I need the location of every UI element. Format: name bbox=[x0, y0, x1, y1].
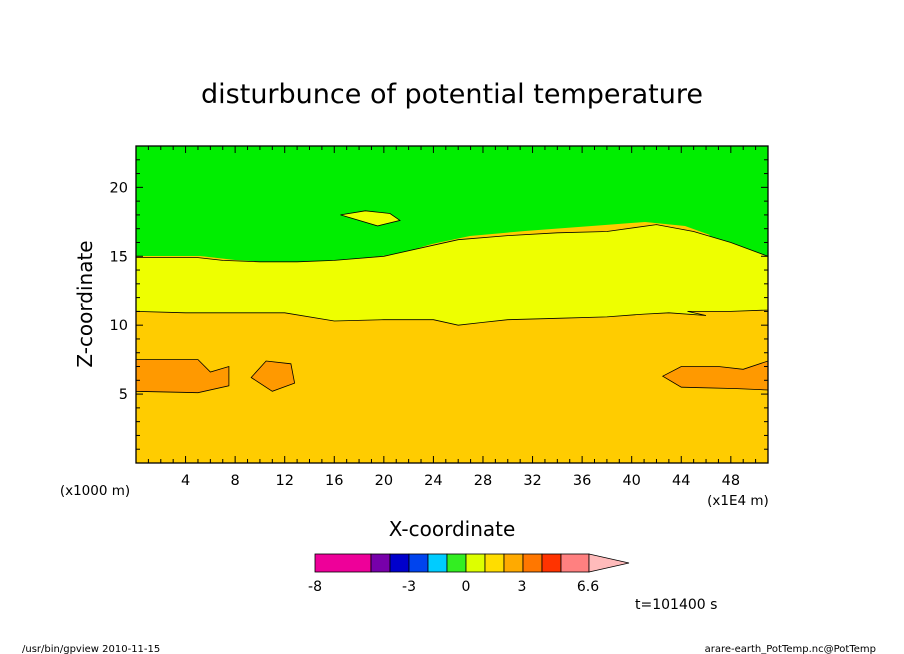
contour-region-1 bbox=[250, 360, 296, 392]
colorbar-label: -3 bbox=[402, 579, 416, 595]
x-tick-label: 16 bbox=[325, 473, 343, 489]
colorbar-swatch-9 bbox=[522, 553, 543, 573]
colorbar-swatch-1 bbox=[370, 553, 391, 573]
upper-level-fill bbox=[136, 146, 768, 263]
x-unit-right: (x1E4 m) bbox=[707, 493, 769, 509]
footer-left-text: /usr/bin/gpview 2010-11-15 bbox=[22, 644, 160, 654]
x-tick-label: 40 bbox=[622, 473, 640, 489]
x-tick-label: 24 bbox=[424, 473, 442, 489]
x-tick-label: 12 bbox=[275, 473, 293, 489]
x-tick-label: 36 bbox=[573, 473, 591, 489]
colorbar-swatch-3 bbox=[408, 553, 429, 573]
x-tick-label: 32 bbox=[523, 473, 541, 489]
contour-region-3 bbox=[135, 224, 769, 326]
y-tick-label: 10 bbox=[110, 318, 128, 334]
colorbar-swatch-0 bbox=[314, 553, 372, 573]
footer-right-text: arare-earth_PotTemp.nc@PotTemp bbox=[705, 644, 876, 654]
chart-title: disturbunce of potential temperature bbox=[201, 79, 703, 110]
plot-frame bbox=[135, 145, 769, 464]
colorbar-swatch-2 bbox=[389, 553, 410, 573]
x-tick-label: 4 bbox=[181, 473, 190, 489]
colorbar-swatch-4 bbox=[427, 553, 448, 573]
colorbar-swatch-6 bbox=[465, 553, 486, 573]
y-tick-label: 15 bbox=[110, 249, 128, 265]
y-tick-label: 5 bbox=[119, 387, 128, 403]
contour-region-0 bbox=[135, 359, 230, 394]
colorbar-label: 0 bbox=[462, 579, 471, 595]
region-layer bbox=[135, 210, 769, 394]
colorbar-swatch-8 bbox=[503, 553, 524, 573]
x-tick-label: 8 bbox=[231, 473, 240, 489]
y-axis-ticks: 5 10 15 20 bbox=[110, 159, 768, 450]
colorbar-labels: -8 -3 0 3 6.6 bbox=[308, 579, 599, 595]
x-tick-label: 28 bbox=[474, 473, 492, 489]
x-axis-ticks: 4 8 12 16 20 24 28 32 36 40 44 48 bbox=[147, 146, 757, 489]
x-axis-label: X-coordinate bbox=[389, 517, 516, 541]
x-unit-left: (x1000 m) bbox=[60, 483, 130, 499]
colorbar-label: -8 bbox=[308, 579, 322, 595]
colorbar-swatch-7 bbox=[484, 553, 505, 573]
colorbar-swatch-10 bbox=[541, 553, 562, 573]
colorbar bbox=[314, 553, 630, 573]
x-tick-label: 44 bbox=[672, 473, 690, 489]
colorbar-label: 6.6 bbox=[577, 579, 599, 595]
colorbar-swatch-5 bbox=[446, 553, 467, 573]
contour-region-4 bbox=[340, 210, 401, 227]
time-label: t=101400 s bbox=[635, 597, 717, 613]
colorbar-swatch-11 bbox=[560, 553, 590, 573]
colorbar-arrow bbox=[588, 553, 630, 573]
x-tick-label: 48 bbox=[722, 473, 740, 489]
y-tick-label: 20 bbox=[110, 180, 128, 196]
y-axis-label: Z-coordinate bbox=[73, 240, 97, 367]
colorbar-label: 3 bbox=[518, 579, 527, 595]
x-tick-label: 20 bbox=[375, 473, 393, 489]
